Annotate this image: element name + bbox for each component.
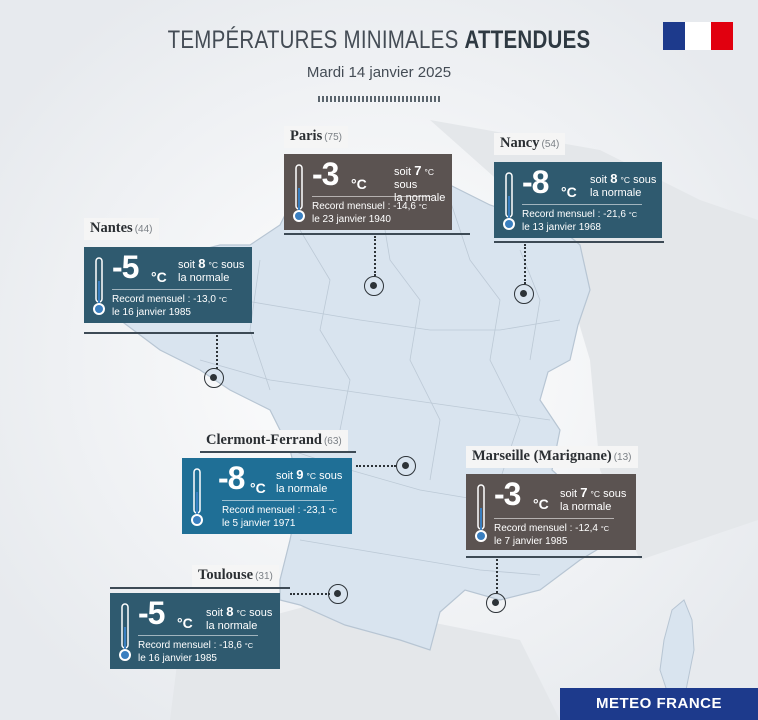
thermometer-icon	[475, 484, 487, 542]
location-marker-paris	[364, 276, 384, 296]
monthly-record: Record mensuel : -14,6 °C le 23 janvier 1…	[312, 201, 428, 225]
monthly-record: Record mensuel : -21,6 °C le 13 janvier 1…	[522, 209, 638, 233]
thermometer-icon	[93, 257, 105, 315]
normal-delta: soit 8 °C sous la normale	[206, 604, 273, 632]
normal-delta: soit 8 °C sous la normale	[178, 256, 245, 284]
city-label-paris: Paris (75)	[284, 126, 349, 148]
page-title: TEMPÉRATURES MINIMALES ATTENDUES	[167, 26, 591, 54]
temperature-value: -5	[112, 249, 139, 285]
city-label-toulouse: Toulouse (31)	[192, 565, 279, 587]
location-marker-nancy	[514, 284, 534, 304]
temperature-value: -5	[138, 595, 165, 631]
normal-delta: soit 7 °C sous la normale	[394, 163, 446, 204]
monthly-record: Record mensuel : -23,1 °C le 5 janvier 19…	[222, 505, 338, 529]
location-marker-toulouse	[328, 584, 348, 604]
thermometer-icon	[293, 164, 305, 222]
card-clermont-ferrand: -8 °C soit 9 °C sous la normale Record me…	[182, 458, 352, 534]
temperature-value: -8	[218, 460, 245, 496]
temperature-unit: °C	[561, 184, 577, 200]
temperature-unit: °C	[351, 176, 367, 192]
card-nancy: -8 °C soit 8 °C sous la normale Record me…	[494, 162, 662, 238]
normal-delta: soit 8 °C sous la normale	[590, 171, 657, 199]
monthly-record: Record mensuel : -13,0 °C le 16 janvier 1…	[112, 294, 228, 318]
thermometer-icon	[503, 172, 515, 230]
card-paris: -3 °C soit 7 °C sous la normale Record me…	[284, 154, 452, 230]
location-marker-nantes	[204, 368, 224, 388]
temperature-value: -3	[494, 476, 521, 512]
temperature-unit: °C	[533, 496, 549, 512]
thermometer-icon	[191, 468, 203, 526]
temperature-unit: °C	[250, 480, 266, 496]
city-label-nancy: Nancy (54)	[494, 133, 566, 155]
city-label-marseille: Marseille (Marignane) (13)	[466, 446, 638, 468]
location-marker-clermont-ferrand	[396, 456, 416, 476]
normal-delta: soit 9 °C sous la normale	[276, 467, 343, 495]
page-date: Mardi 14 janvier 2025	[306, 64, 452, 81]
monthly-record: Record mensuel : -18,6 °C le 16 janvier 1…	[138, 640, 254, 664]
thermometer-icon	[119, 603, 131, 661]
card-marseille: -3 °C soit 7 °C sous la normale Record me…	[466, 474, 636, 550]
normal-delta: soit 7 °C sous la normale	[560, 485, 627, 513]
republique-francaise-logo	[663, 22, 733, 50]
temperature-value: -3	[312, 156, 339, 192]
monthly-record: Record mensuel : -12,4 °C le 7 janvier 19…	[494, 523, 610, 547]
location-marker-marseille	[486, 593, 506, 613]
temperature-value: -8	[522, 164, 549, 200]
temperature-unit: °C	[177, 615, 193, 631]
neighbour-land	[430, 120, 758, 560]
title-decoration	[318, 96, 440, 102]
card-toulouse: -5 °C soit 8 °C sous la normale Record me…	[110, 593, 280, 669]
city-label-nantes: Nantes (44)	[84, 218, 159, 240]
card-nantes: -5 °C soit 8 °C sous la normale Record me…	[84, 247, 252, 323]
meteo-france-logo: METEO FRANCE	[560, 688, 758, 720]
city-label-clermont-ferrand: Clermont-Ferrand (63)	[200, 430, 348, 452]
temperature-unit: °C	[151, 269, 167, 285]
